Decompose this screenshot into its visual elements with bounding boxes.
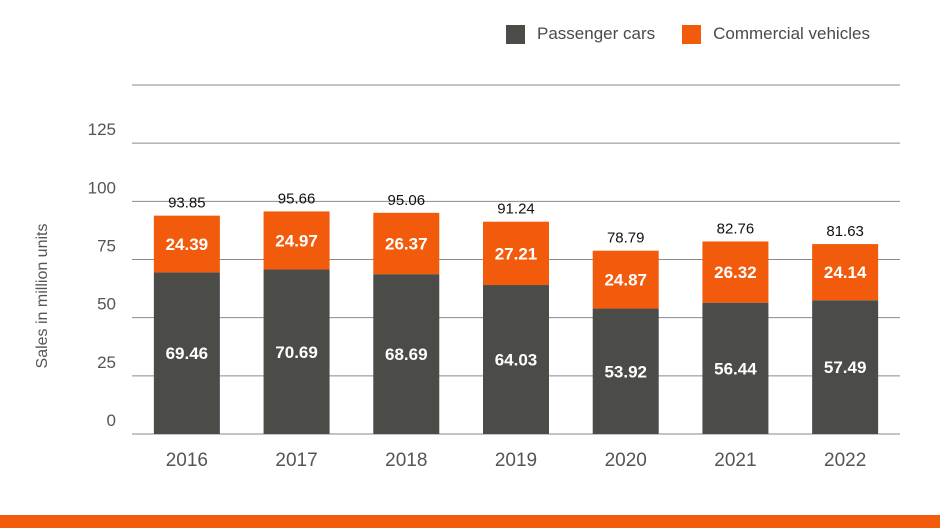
y-axis-label: Sales in million units — [34, 224, 51, 369]
bar-passenger-cars — [483, 285, 549, 434]
bars: 69.46 24.39 93.85 70.69 24.97 95.66 68.69 26.37… — [153, 190, 879, 434]
data-label-total: 78.79 — [607, 230, 645, 247]
y-tick-label: 75 — [97, 237, 116, 256]
legend-item-passenger-cars: Passenger cars — [506, 24, 655, 44]
bar-passenger-cars — [702, 302, 769, 434]
data-label-passenger: 69.46 — [166, 344, 209, 363]
y-tick-label: 0 — [107, 411, 116, 430]
y-axis-ticks: 0 25 50 75 100 125 — [88, 120, 116, 430]
bar-commercial-vehicles — [702, 241, 769, 303]
data-label-passenger: 70.69 — [275, 343, 318, 362]
x-tick-label: 2021 — [714, 450, 756, 471]
data-label-passenger: 68.69 — [385, 345, 428, 364]
legend-label-commercial: Commercial vehicles — [713, 24, 870, 43]
data-label-total: 93.85 — [168, 195, 206, 212]
x-tick-label: 2017 — [275, 450, 317, 471]
bar-commercial-vehicles — [263, 211, 330, 270]
data-label-commercial: 24.39 — [166, 235, 209, 254]
bar-passenger-cars — [592, 308, 659, 434]
data-label-total: 82.76 — [717, 220, 755, 237]
x-axis-ticks: 2016 2017 2018 2019 2020 2021 2022 — [166, 450, 867, 471]
data-label-commercial: 27.21 — [495, 244, 538, 263]
x-tick-label: 2016 — [166, 450, 208, 471]
data-label-commercial: 24.87 — [604, 271, 647, 290]
data-label-passenger: 56.44 — [714, 359, 757, 378]
bar-commercial-vehicles — [592, 250, 659, 309]
legend-item-commercial-vehicles: Commercial vehicles — [682, 24, 870, 44]
y-tick-label: 25 — [97, 353, 116, 372]
data-label-passenger: 64.03 — [495, 351, 538, 370]
chart-legend: Passenger cars Commercial vehicles — [506, 24, 897, 44]
legend-swatch-commercial — [682, 24, 702, 44]
data-label-commercial: 24.97 — [275, 231, 318, 250]
data-label-commercial: 26.32 — [714, 263, 757, 282]
legend-label-passenger: Passenger cars — [537, 24, 656, 43]
bar-commercial-vehicles — [812, 244, 879, 301]
data-label-passenger: 57.49 — [824, 358, 867, 377]
data-label-commercial: 24.14 — [824, 263, 867, 282]
y-tick-label: 50 — [97, 295, 116, 314]
data-label-total: 95.66 — [278, 190, 316, 207]
x-tick-label: 2019 — [495, 450, 537, 471]
data-label-commercial: 26.37 — [385, 235, 428, 254]
bar-commercial-vehicles — [373, 212, 440, 275]
data-label-total: 95.06 — [388, 192, 426, 209]
bar-passenger-cars — [373, 274, 440, 434]
data-label-passenger: 53.92 — [604, 362, 647, 381]
footer-accent-bar — [0, 515, 940, 528]
y-tick-label: 100 — [88, 178, 116, 197]
y-tick-label: 125 — [88, 120, 116, 139]
bar-passenger-cars — [263, 269, 330, 434]
data-label-total: 91.24 — [497, 201, 535, 218]
bar-commercial-vehicles — [483, 221, 549, 286]
data-label-total: 81.63 — [826, 223, 864, 240]
x-tick-label: 2018 — [385, 450, 427, 471]
legend-swatch-passenger — [506, 24, 525, 44]
bar-passenger-cars — [153, 272, 220, 434]
x-tick-label: 2022 — [824, 450, 866, 471]
bar-passenger-cars — [812, 300, 879, 434]
x-tick-label: 2020 — [605, 450, 647, 471]
bar-commercial-vehicles — [153, 215, 220, 273]
